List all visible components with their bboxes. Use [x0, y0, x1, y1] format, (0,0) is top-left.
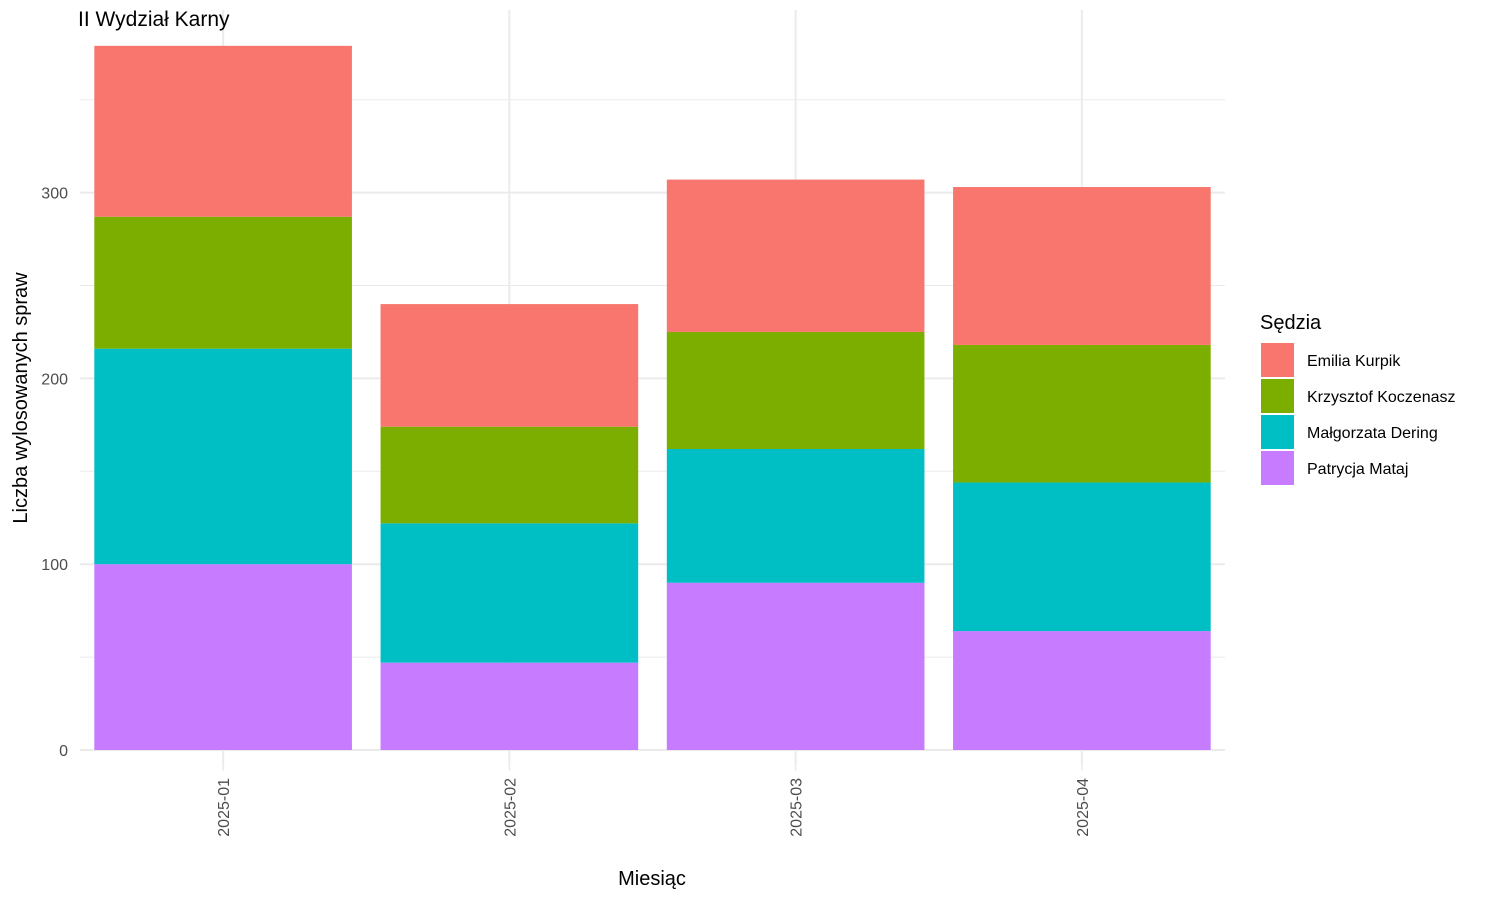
- legend-items: Emilia Kurpik Krzysztof Koczenasz Małgorza…: [1261, 343, 1456, 485]
- y-tick-label: 300: [41, 186, 68, 203]
- bar-segment: [953, 631, 1211, 750]
- y-axis-ticks: 0 100 200 300: [41, 186, 68, 760]
- legend-label: Emilia Kurpik: [1307, 353, 1401, 370]
- legend-label: Małgorzata Dering: [1307, 425, 1438, 442]
- bar-segment: [953, 482, 1211, 632]
- legend: Sędzia Emilia Kurpik Krzysztof Koczenasz M…: [1260, 312, 1456, 485]
- legend-label: Patrycja Mataj: [1307, 461, 1408, 478]
- y-tick-label: 0: [59, 743, 68, 760]
- bars: [94, 45, 1211, 750]
- bar-segment: [94, 348, 352, 565]
- legend-label: Krzysztof Koczenasz: [1307, 389, 1456, 406]
- x-axis-title: Miesiąc: [618, 868, 686, 890]
- legend-swatch: [1261, 379, 1294, 413]
- legend-swatch: [1261, 343, 1294, 377]
- bar-segment: [380, 523, 639, 663]
- bar-segment: [94, 564, 352, 750]
- bar-segment: [666, 331, 925, 450]
- x-tick-label: 2025-03: [789, 778, 806, 837]
- bar-segment: [953, 187, 1211, 345]
- bar-segment: [94, 45, 352, 217]
- bar-segment: [953, 344, 1211, 483]
- chart-title: II Wydział Karny: [78, 8, 230, 31]
- bar-segment: [380, 426, 639, 524]
- bar-segment: [380, 662, 639, 750]
- x-tick-label: 2025-04: [1075, 778, 1092, 837]
- y-tick-label: 100: [41, 557, 68, 574]
- bar-segment: [94, 216, 352, 349]
- x-tick-label: 2025-01: [216, 778, 233, 837]
- y-axis-title: Liczba wylosowanych spraw: [10, 272, 32, 524]
- x-tick-label: 2025-02: [502, 778, 519, 837]
- x-axis-ticks: 2025-01 2025-02 2025-03 2025-04: [216, 765, 1092, 837]
- y-tick-label: 200: [41, 371, 68, 388]
- legend-title: Sędzia: [1260, 312, 1322, 334]
- bar-segment: [666, 449, 925, 583]
- bar-segment: [666, 179, 925, 332]
- legend-swatch: [1261, 451, 1294, 485]
- legend-swatch: [1261, 415, 1294, 449]
- bar-segment: [666, 582, 925, 750]
- bar-segment: [380, 304, 639, 427]
